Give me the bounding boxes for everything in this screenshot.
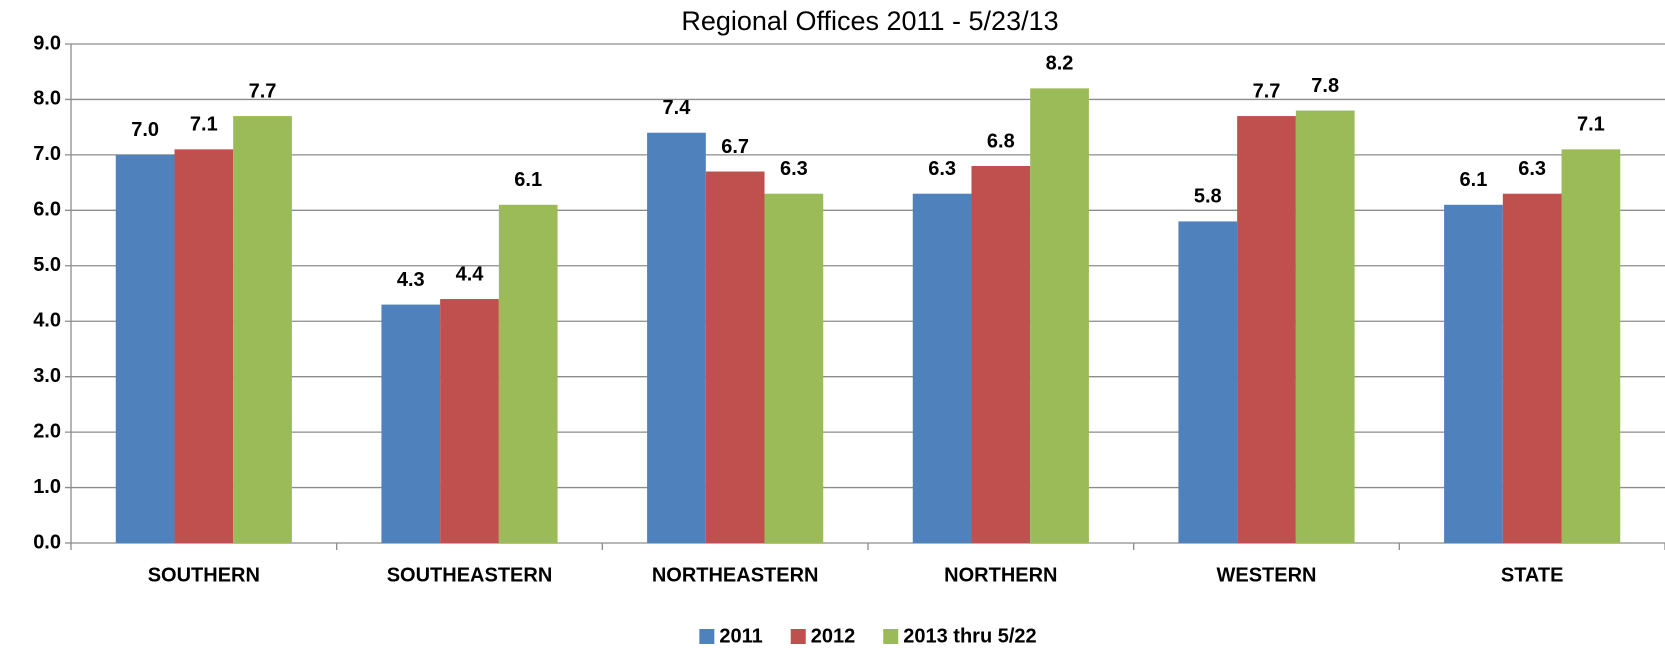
value-label: 6.1 (514, 169, 542, 191)
value-label: 7.7 (1253, 80, 1281, 102)
value-label: 4.4 (456, 263, 485, 285)
value-label: 6.1 (1460, 169, 1488, 191)
y-tick-label: 8.0 (33, 88, 61, 110)
y-tick-label: 3.0 (33, 365, 61, 387)
value-label: 5.8 (1194, 186, 1222, 208)
bar (971, 165, 1031, 543)
legend-label: 2013 thru 5/22 (903, 625, 1036, 647)
legend-label: 2011 (719, 625, 762, 647)
value-label: 4.3 (397, 269, 425, 291)
x-tick-label: STATE (1501, 564, 1564, 586)
bar (1444, 204, 1503, 544)
bar (381, 304, 441, 543)
bar (1502, 193, 1562, 543)
y-tick-label: 6.0 (33, 199, 61, 221)
legend-swatch (883, 629, 899, 644)
bar (1178, 221, 1238, 543)
legend-swatch (699, 629, 715, 644)
x-tick-label: WESTERN (1217, 564, 1317, 586)
value-label: 7.4 (663, 97, 692, 119)
value-label: 7.7 (249, 80, 277, 102)
bar (115, 154, 175, 543)
y-tick-label: 7.0 (33, 143, 61, 165)
bar (440, 299, 499, 543)
value-label: 6.8 (987, 130, 1015, 152)
y-tick-label: 0.0 (33, 531, 61, 553)
value-label: 6.7 (721, 136, 749, 158)
x-tick-label: NORTHERN (944, 564, 1057, 586)
x-tick-label: SOUTHEASTERN (387, 564, 553, 586)
y-tick-label: 1.0 (33, 476, 61, 498)
bar (705, 171, 765, 543)
x-tick-label: NORTHEASTERN (652, 564, 819, 586)
bar (1561, 149, 1621, 543)
bar (1295, 110, 1355, 544)
bar (647, 132, 706, 543)
bar (1237, 116, 1296, 544)
value-label: 6.3 (928, 158, 956, 180)
legend-label: 2012 (811, 625, 856, 647)
y-tick-label: 5.0 (33, 254, 61, 276)
value-label: 8.2 (1046, 53, 1074, 75)
y-tick-label: 2.0 (33, 420, 61, 442)
value-label: 7.0 (131, 119, 159, 141)
bar (1030, 88, 1089, 543)
bar (174, 149, 234, 543)
value-label: 6.3 (780, 158, 808, 180)
chart-title: Regional Offices 2011 - 5/23/13 (681, 6, 1058, 36)
x-tick-label: SOUTHERN (148, 564, 260, 586)
bar (233, 116, 292, 544)
value-label: 7.8 (1311, 75, 1339, 97)
value-label: 7.1 (190, 114, 218, 136)
value-label: 6.3 (1518, 158, 1546, 180)
y-tick-label: 4.0 (33, 310, 61, 332)
bar (764, 193, 824, 543)
bar (498, 204, 558, 544)
bar (912, 193, 972, 543)
legend-swatch (790, 629, 806, 644)
value-label: 7.1 (1577, 114, 1605, 136)
y-tick-label: 9.0 (33, 32, 61, 54)
